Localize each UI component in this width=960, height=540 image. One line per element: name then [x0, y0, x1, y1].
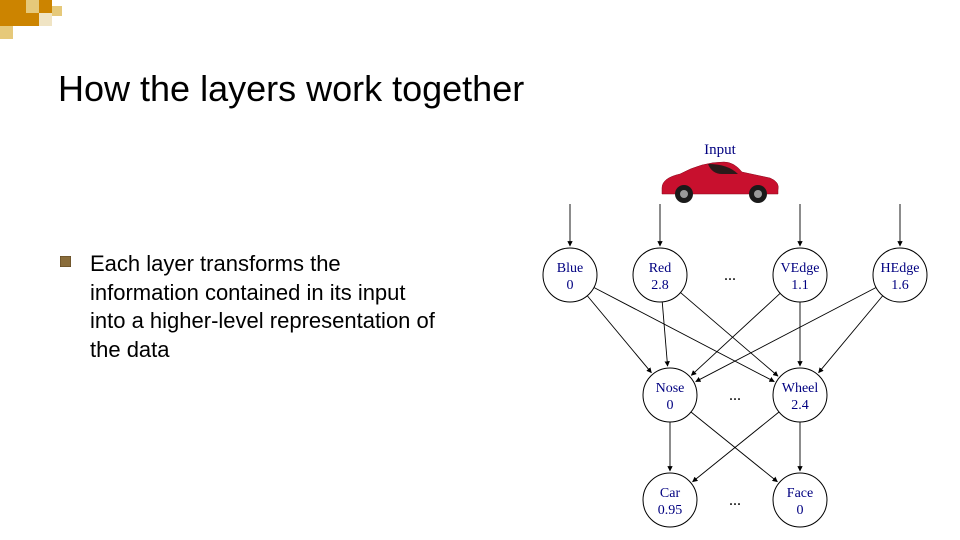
svg-text:2.8: 2.8 — [651, 278, 669, 293]
svg-text:0: 0 — [797, 503, 804, 518]
svg-text:Wheel: Wheel — [782, 381, 819, 396]
corner-decoration — [0, 0, 110, 40]
svg-text:...: ... — [729, 387, 741, 404]
svg-text:Red: Red — [649, 261, 672, 276]
bullet-text: Each layer transforms the information co… — [90, 250, 440, 364]
svg-text:...: ... — [724, 267, 736, 284]
svg-text:Nose: Nose — [656, 381, 685, 396]
svg-text:Input: Input — [704, 142, 736, 158]
svg-text:Car: Car — [660, 486, 681, 501]
svg-text:...: ... — [729, 492, 741, 509]
svg-text:0: 0 — [667, 398, 674, 413]
svg-text:HEdge: HEdge — [881, 261, 920, 276]
svg-text:Blue: Blue — [557, 261, 583, 276]
svg-text:Face: Face — [787, 486, 813, 501]
bullet-block: Each layer transforms the information co… — [60, 250, 440, 364]
svg-text:2.4: 2.4 — [791, 398, 809, 413]
slide-title: How the layers work together — [58, 68, 524, 110]
svg-text:0.95: 0.95 — [658, 503, 683, 518]
bullet-icon — [60, 256, 71, 267]
svg-text:0: 0 — [567, 278, 574, 293]
svg-text:1.6: 1.6 — [891, 278, 909, 293]
svg-text:VEdge: VEdge — [781, 261, 820, 276]
network-diagram: Input Blue 0 Red 2.8 VEdge 1.1 HEdge 1.6 Nose 0 Whe… — [500, 140, 940, 530]
svg-text:1.1: 1.1 — [791, 278, 809, 293]
